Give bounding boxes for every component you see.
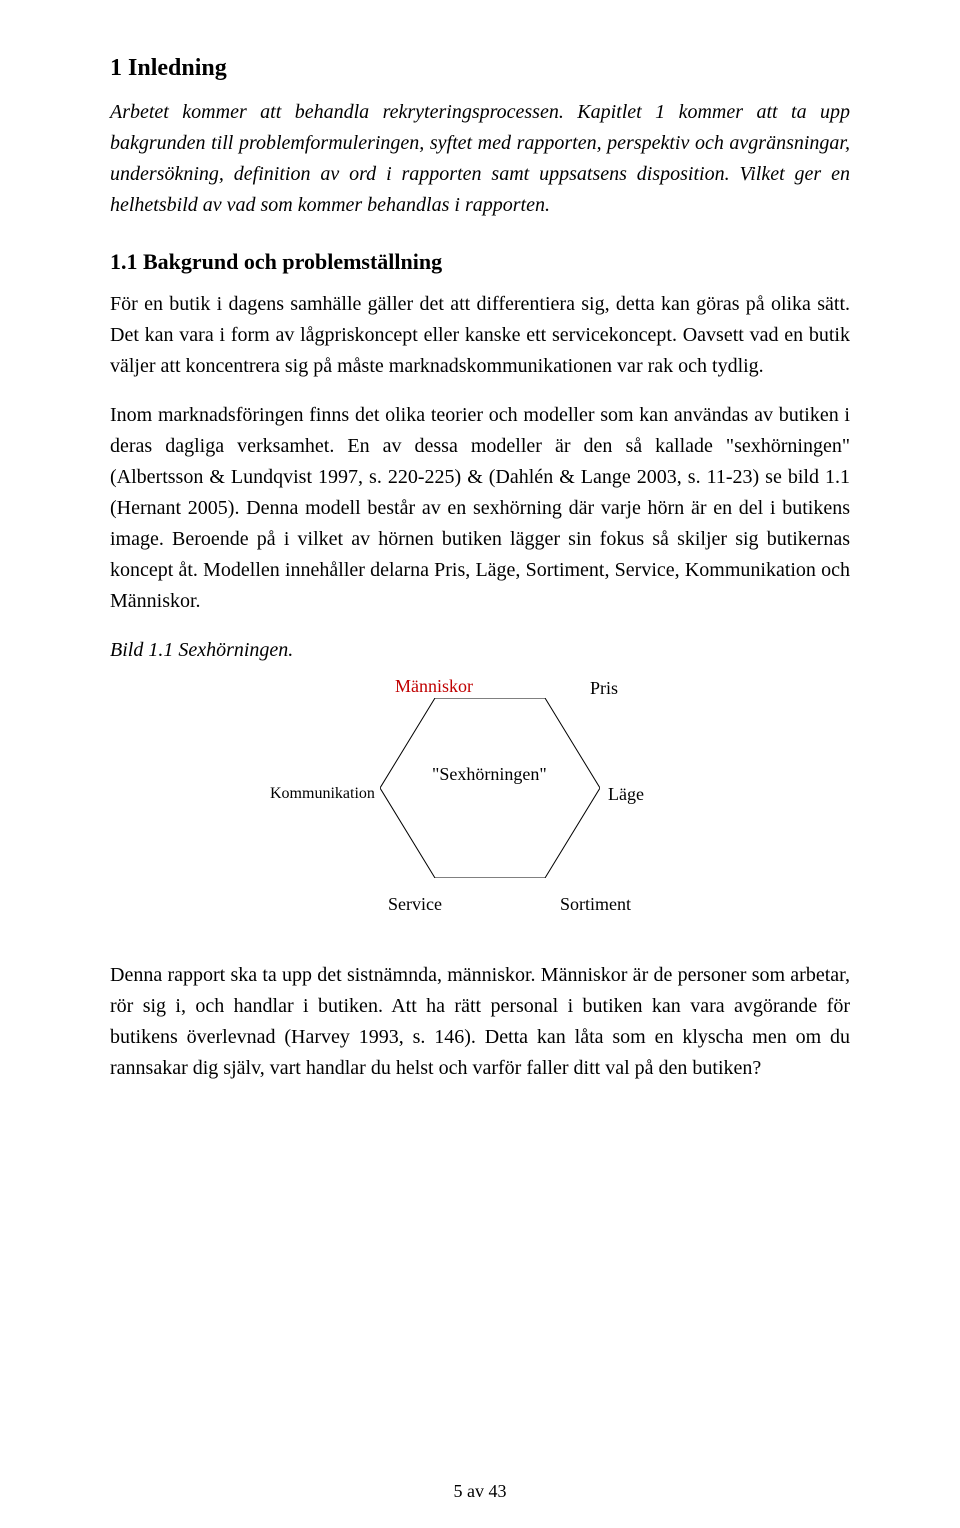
hex-label-pris: Pris: [590, 678, 618, 700]
body-paragraph-1: För en butik i dagens samhälle gäller de…: [110, 289, 850, 382]
intro-paragraph: Arbetet kommer att behandla rekryterings…: [110, 97, 850, 221]
hex-label-lage: Läge: [608, 784, 644, 806]
page-number: 5 av 43: [0, 1478, 960, 1506]
body-paragraph-3: Denna rapport ska ta upp det sistnämnda,…: [110, 960, 850, 1084]
hexagon-polygon: [380, 698, 600, 878]
hex-label-sortiment: Sortiment: [560, 894, 631, 916]
hex-label-manniskor: Människor: [395, 676, 473, 698]
hex-label-kommunikation: Kommunikation: [270, 784, 375, 803]
subsection-heading: 1.1 Bakgrund och problemställning: [110, 245, 850, 279]
figure-caption: Bild 1.1 Sexhörningen.: [110, 635, 850, 666]
hexagon-shape: [380, 698, 600, 878]
hex-center-label: "Sexhörningen": [432, 764, 547, 786]
section-heading: 1 Inledning: [110, 50, 850, 87]
hex-label-service: Service: [388, 894, 442, 916]
hexagon-figure: Människor Pris Kommunikation Läge Servic…: [220, 676, 740, 936]
body-paragraph-2: Inom marknadsföringen finns det olika te…: [110, 400, 850, 617]
